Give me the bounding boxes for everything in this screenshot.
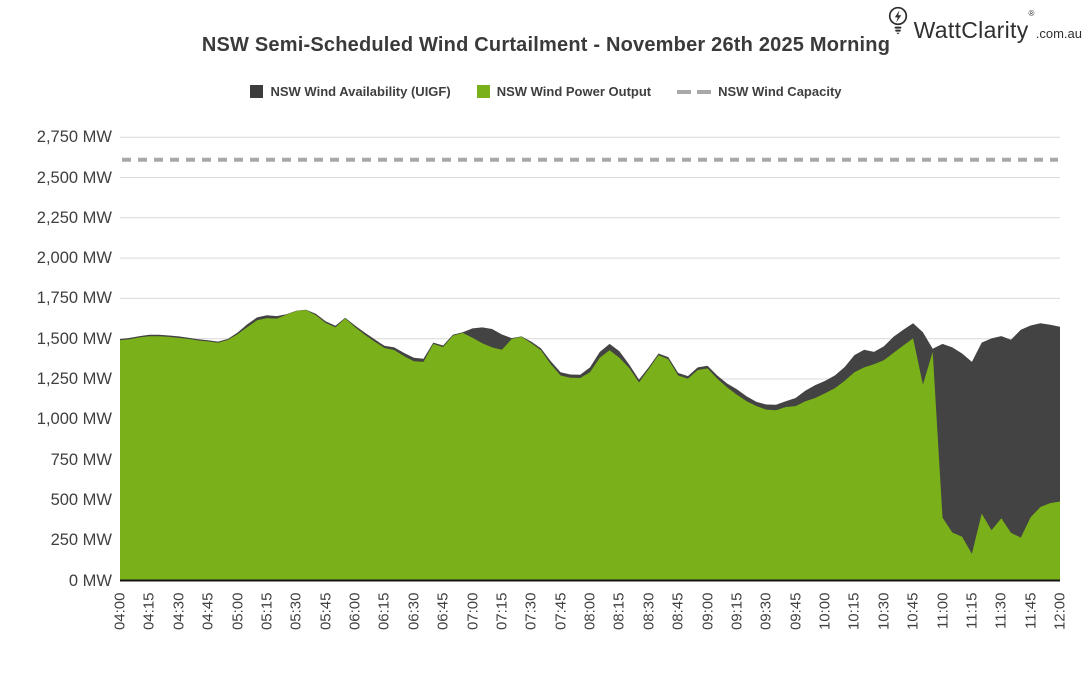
x-axis-label: 10:15: [845, 592, 863, 631]
x-axis-label: 04:45: [199, 592, 217, 631]
x-axis-label: 06:30: [405, 592, 423, 631]
legend-item-availability: NSW Wind Availability (UIGF): [250, 84, 451, 99]
x-axis-label: 04:00: [111, 592, 129, 631]
output-swatch-icon: [476, 85, 490, 98]
x-axis-label: 09:00: [699, 592, 716, 631]
x-axis-label: 07:15: [493, 592, 511, 631]
x-axis-label: 05:30: [287, 592, 305, 631]
x-axis-label: 09:15: [728, 592, 746, 631]
registered-mark: ®: [1028, 9, 1035, 18]
chart-title: NSW Semi-Scheduled Wind Curtailment - No…: [201, 34, 891, 56]
wattclarity-logo: WattClarity® .com.au: [886, 5, 1082, 42]
x-axis-label: 11:15: [963, 592, 981, 629]
x-axis-label: 10:30: [875, 592, 893, 631]
x-axis-label: 07:00: [464, 592, 481, 631]
plot-area: [120, 136, 1060, 582]
y-axis-label: 0 MW: [68, 571, 112, 590]
x-axis-label: 04:15: [140, 592, 158, 631]
legend-item-output: NSW Wind Power Output: [476, 84, 652, 99]
y-axis-label: 2,750 MW: [36, 128, 112, 147]
x-axis-label: 05:15: [258, 592, 276, 631]
y-axis-label: 750 MW: [50, 450, 112, 469]
logo-suffix-text: .com.au: [1035, 26, 1082, 42]
x-axis-label: 08:30: [640, 592, 658, 631]
x-axis-label: 06:00: [346, 592, 364, 631]
x-axis-label: 05:00: [229, 592, 246, 631]
x-axis-label: 10:45: [904, 592, 922, 631]
x-axis-label: 07:30: [522, 592, 540, 631]
x-axis-label: 09:30: [757, 592, 775, 631]
x-axis-label: 05:45: [317, 592, 335, 631]
x-axis-label: 11:00: [934, 592, 951, 629]
legend-label: NSW Wind Capacity: [718, 84, 842, 99]
x-axis-label: 07:45: [552, 592, 570, 631]
y-axis-label: 2,250 MW: [36, 208, 112, 227]
logo-brand-text: WattClarity®: [913, 9, 1035, 43]
y-axis-label: 2,500 MW: [36, 168, 112, 187]
y-axis-label: 250 MW: [50, 531, 112, 550]
chart-legend: NSW Wind Availability (UIGF) NSW Wind Po…: [0, 84, 1092, 99]
x-axis-label: 08:15: [610, 592, 628, 631]
x-axis-label: 08:00: [581, 592, 599, 631]
lightbulb-bolt-icon: [886, 5, 910, 41]
x-axis-label: 11:45: [1022, 592, 1040, 629]
output-area: [120, 310, 1060, 581]
x-axis-label: 06:15: [375, 592, 393, 631]
x-axis-label: 04:30: [170, 592, 188, 631]
y-axis-label: 1,750 MW: [36, 289, 112, 308]
availability-swatch-icon: [250, 85, 264, 98]
legend-label: NSW Wind Availability (UIGF): [270, 84, 451, 99]
x-axis-label: 08:45: [669, 592, 687, 631]
y-axis-label: 1,500 MW: [36, 329, 112, 348]
x-axis-label: 09:45: [787, 592, 805, 631]
x-axis-label: 06:45: [434, 592, 452, 631]
legend-label: NSW Wind Power Output: [496, 84, 652, 99]
x-axis-label: 12:00: [1051, 592, 1069, 631]
y-axis-label: 1,000 MW: [36, 410, 112, 429]
capacity-dash-swatch-icon: [677, 85, 712, 98]
legend-item-capacity: NSW Wind Capacity: [677, 84, 842, 99]
y-axis-label: 1,250 MW: [36, 370, 112, 388]
y-axis-label: 2,000 MW: [36, 249, 112, 268]
x-axis-label: 10:00: [816, 592, 834, 631]
x-axis-label: 11:30: [992, 592, 1010, 629]
y-axis-label: 500 MW: [50, 490, 112, 509]
